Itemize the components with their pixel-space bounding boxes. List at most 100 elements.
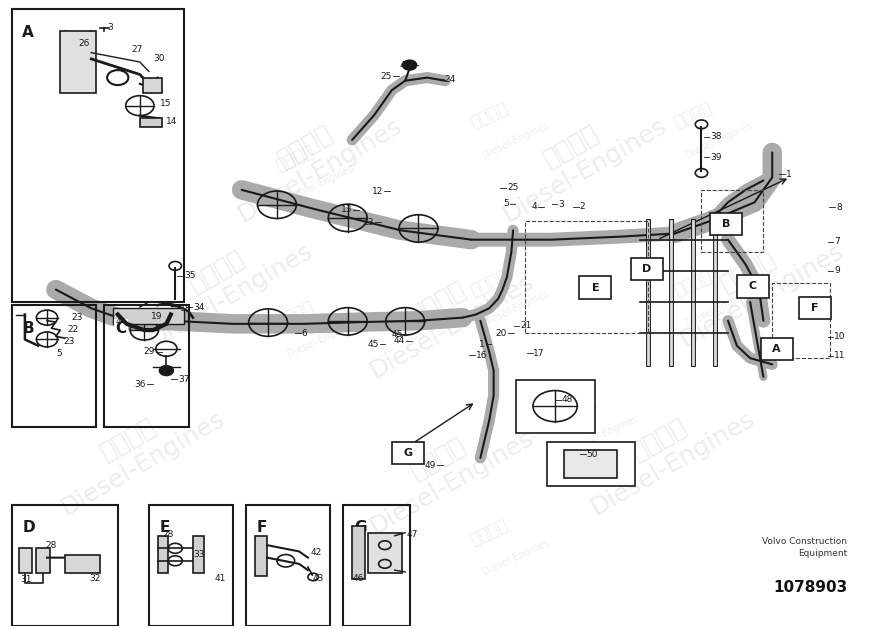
Text: 17: 17 [533,348,545,358]
Text: 36: 36 [134,380,146,389]
Text: 27: 27 [131,45,142,54]
Bar [524,221,649,333]
Text: 2: 2 [579,202,585,211]
Text: 柴发动力: 柴发动力 [467,98,511,131]
Bar [149,504,232,626]
Text: 14: 14 [166,117,178,126]
Text: 19: 19 [150,313,162,321]
Text: 50: 50 [587,450,598,459]
Text: Diesel-Engines: Diesel-Engines [287,164,356,203]
Text: 40: 40 [400,60,411,70]
Text: 29: 29 [143,347,155,357]
Text: 49: 49 [425,461,436,470]
Text: 39: 39 [710,153,722,162]
Text: A: A [773,344,781,353]
Text: 4: 4 [531,202,537,211]
Bar [701,190,764,252]
Text: 25: 25 [381,72,392,81]
Text: G: G [403,448,412,458]
Bar [12,9,184,302]
Text: Diesel-Engines: Diesel-Engines [287,320,356,359]
Text: F: F [811,303,819,313]
Text: 柴发动力
Diesel-Engines: 柴发动力 Diesel-Engines [352,401,538,539]
Bar [193,536,204,573]
Text: Volvo Construction
Equipment: Volvo Construction Equipment [763,537,847,558]
Text: 18: 18 [180,304,191,313]
Bar [12,305,95,426]
Text: 12: 12 [372,187,383,196]
Text: C: C [748,281,756,291]
Text: 5: 5 [503,199,509,208]
Text: 柴发动力
Diesel-Engines: 柴发动力 Diesel-Engines [42,383,229,520]
Text: 37: 37 [178,375,190,384]
Bar [516,380,595,433]
Text: 柴发动力: 柴发动力 [555,391,600,425]
Bar [737,276,769,298]
Text: 42: 42 [311,548,322,557]
Text: 3: 3 [107,23,113,32]
Text: 柴发动力: 柴发动力 [272,142,317,175]
Text: 4: 4 [116,318,122,326]
Bar [546,442,635,486]
Text: 11: 11 [834,351,846,360]
Text: 10: 10 [834,333,846,342]
Bar [140,118,162,128]
Text: 31: 31 [20,575,32,584]
Text: D: D [22,520,35,535]
Bar [36,548,50,573]
Text: G: G [354,520,367,535]
Text: 5: 5 [56,349,61,359]
Text: B: B [22,321,34,336]
Text: 1: 1 [479,340,485,349]
Text: Diesel-Engines: Diesel-Engines [684,120,754,160]
Bar [255,536,267,576]
Text: E: E [592,282,599,292]
Text: 柴发动力
Diesel-Engines: 柴发动力 Diesel-Engines [131,214,317,352]
Bar [761,338,793,360]
Text: 28: 28 [45,541,57,550]
Text: 3: 3 [558,199,564,209]
Bar [104,305,189,426]
Text: 20: 20 [496,329,507,338]
Text: 柴发动力
Diesel-Engines: 柴发动力 Diesel-Engines [352,246,538,383]
Bar [773,283,829,358]
Text: 45: 45 [368,340,378,349]
Text: 38: 38 [710,132,722,142]
Bar [158,536,168,573]
Bar [352,526,366,579]
Bar [344,504,409,626]
Text: Diesel-Engines: Diesel-Engines [684,289,754,328]
Text: A: A [22,25,34,40]
Text: 32: 32 [90,574,101,582]
Text: Diesel-Engines: Diesel-Engines [481,289,551,328]
Text: 47: 47 [406,530,417,539]
Circle shape [159,365,174,376]
Text: 柴发动力: 柴发动力 [467,267,511,300]
Text: 1: 1 [786,170,791,179]
Text: 柴发动力: 柴发动力 [671,267,715,300]
Text: 33: 33 [193,550,205,559]
Text: 35: 35 [184,271,196,281]
Text: 28: 28 [162,530,174,539]
Bar [246,504,330,626]
Text: B: B [722,219,731,229]
Text: 43: 43 [312,574,324,582]
Bar [710,213,742,235]
Text: 25: 25 [507,184,518,192]
Text: 柴发动力: 柴发动力 [272,298,317,331]
Text: 13: 13 [341,205,352,214]
Text: 柴发动力: 柴发动力 [671,98,715,131]
Text: 34: 34 [193,303,205,311]
Text: C: C [115,321,126,336]
Text: Diesel-Engines: Diesel-Engines [481,120,551,160]
Text: Diesel-Engines: Diesel-Engines [481,538,551,577]
Text: 13: 13 [363,218,374,226]
Text: 1078903: 1078903 [773,580,847,595]
Bar [113,308,184,324]
Text: 柴发动力
Diesel-Engines: 柴发动力 Diesel-Engines [661,214,848,352]
Text: 44: 44 [394,336,405,345]
Text: 30: 30 [153,54,165,64]
Text: 22: 22 [68,325,78,334]
Bar [368,533,401,573]
Text: 46: 46 [353,574,364,582]
